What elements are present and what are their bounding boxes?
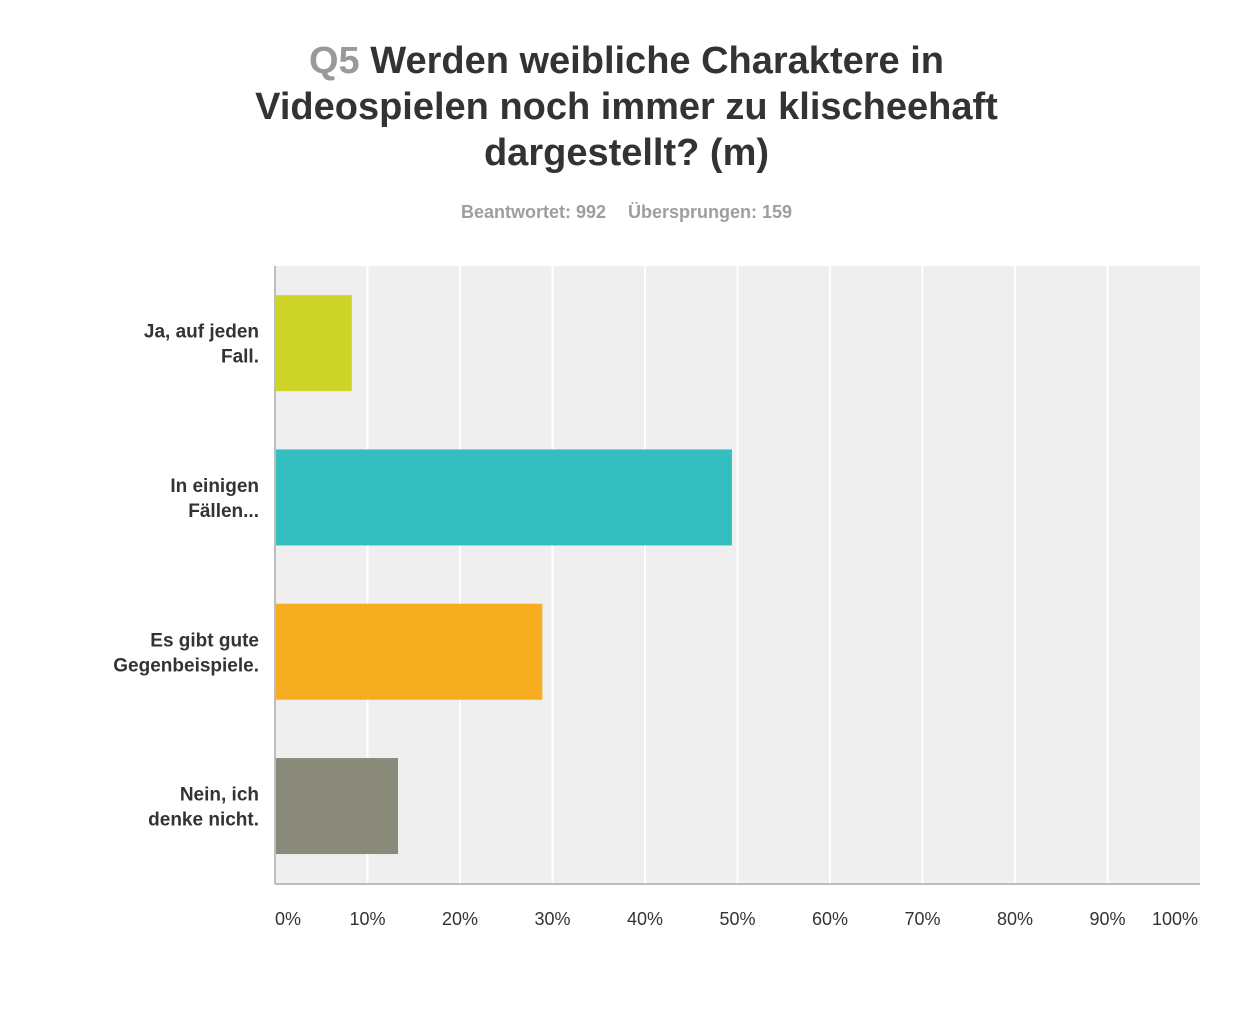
bar <box>275 758 399 855</box>
bar <box>275 603 543 700</box>
answered-count: Beantwortet: 992 <box>460 202 606 222</box>
chart-title: Q5 Werden weibliche Charaktere in Videos… <box>200 38 1053 176</box>
x-tick-label: 20% <box>442 909 478 929</box>
x-tick-labels: 0% 10% 20% 30% 40% 50% 60% 70% 80% 90% 100% <box>275 909 1198 929</box>
gridlines <box>366 266 1109 883</box>
category-label: In einigen Fällen... <box>170 476 259 522</box>
category-label: Nein, ich denke nicht. <box>148 785 259 831</box>
bars <box>275 295 732 855</box>
x-tick-label: 80% <box>997 909 1033 929</box>
question-number: Q5 <box>309 40 360 82</box>
response-stats: Beantwortet: 992 Übersprungen: 159 <box>200 202 1053 223</box>
bar <box>275 449 732 546</box>
x-tick-label: 100% <box>1152 909 1198 929</box>
x-tick-label: 10% <box>349 909 385 929</box>
x-tick-label: 0% <box>275 909 301 929</box>
x-tick-label: 90% <box>1089 909 1125 929</box>
category-label: Es gibt gute Gegenbeispiele. <box>113 630 259 676</box>
bar <box>275 295 352 392</box>
category-labels: Ja, auf jeden Fall. In einigen Fällen... Es … <box>113 322 259 831</box>
x-tick-label: 40% <box>627 909 663 929</box>
x-tick-label: 30% <box>534 909 570 929</box>
skipped-count: Übersprungen: 159 <box>628 202 793 222</box>
x-tick-label: 60% <box>812 909 848 929</box>
x-tick-label: 50% <box>719 909 755 929</box>
category-label: Ja, auf jeden Fall. <box>144 322 259 368</box>
question-text: Werden weibliche Charaktere in Videospie… <box>255 40 998 174</box>
x-tick-label: 70% <box>904 909 940 929</box>
